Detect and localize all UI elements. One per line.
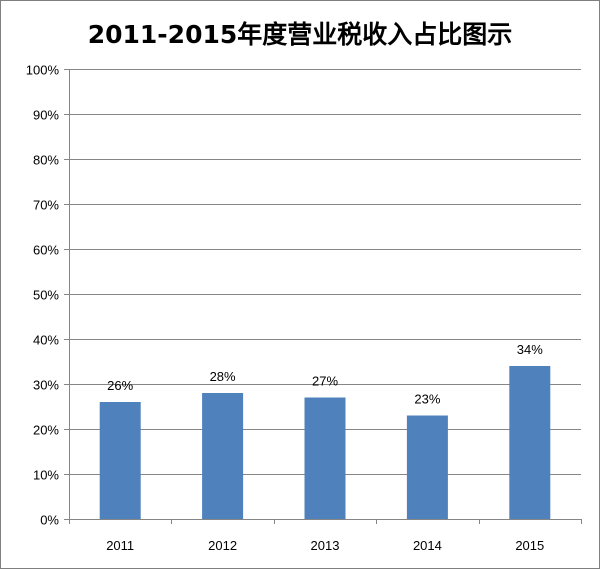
x-tick-label: 2011 (106, 538, 134, 553)
x-tick-label: 2013 (311, 538, 340, 553)
bar-2015 (509, 366, 551, 519)
x-tick-label: 2014 (413, 538, 442, 553)
y-tick-label: 30% (33, 378, 59, 393)
y-tick-label: 80% (33, 153, 59, 168)
bars (99, 366, 551, 519)
y-tick-label: 100% (26, 63, 60, 78)
bar-2011 (99, 402, 141, 519)
bar-2014 (406, 415, 448, 519)
bar-2013 (304, 397, 346, 519)
y-tick-label: 60% (33, 243, 59, 258)
data-label: 34% (517, 342, 543, 357)
x-tick-labels: 2011 2012 2013 2014 2015 (106, 538, 544, 553)
x-tick-label: 2015 (515, 538, 544, 553)
y-tick-label: 50% (33, 288, 59, 303)
axes (64, 69, 582, 524)
chart-title: 2011-2015年度营业税收入占比图示 (88, 20, 513, 49)
y-tick-label: 40% (33, 333, 59, 348)
y-tick-label: 90% (33, 108, 59, 123)
gridlines (69, 69, 581, 475)
data-labels: 26% 28% 27% 23% 34% (107, 342, 543, 407)
x-tick-label: 2012 (208, 538, 237, 553)
data-label: 26% (107, 378, 133, 393)
y-tick-label: 0% (40, 513, 59, 528)
y-tick-labels: 0% 10% 20% 30% 40% 50% 60% 70% 80% 90% 100% (26, 63, 60, 528)
data-label: 28% (210, 369, 236, 384)
bar-2012 (202, 393, 244, 519)
y-tick-label: 10% (33, 468, 59, 483)
data-label: 23% (414, 392, 440, 407)
y-tick-label: 70% (33, 198, 59, 213)
y-tick-label: 20% (33, 423, 59, 438)
data-label: 27% (312, 374, 338, 389)
